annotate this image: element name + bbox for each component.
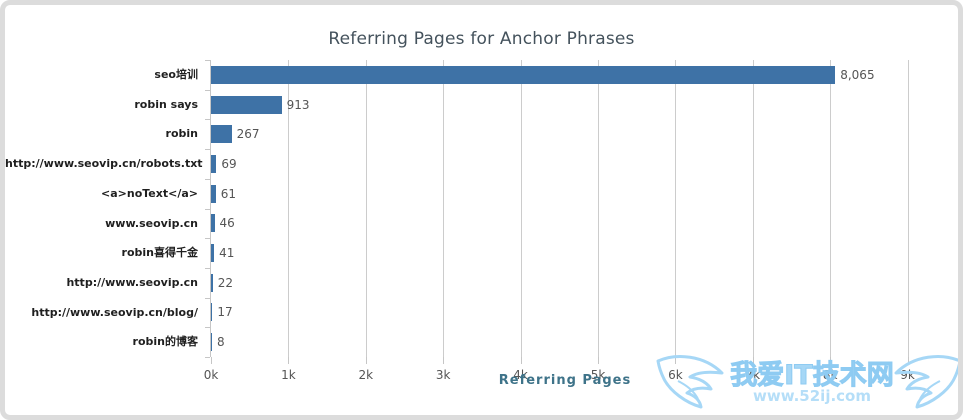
bar [211,95,282,114]
x-axis-tick [907,357,909,364]
x-axis-tick-label: 4k [513,368,528,382]
bar [211,125,232,144]
bar [211,303,213,322]
category-label: robin的博客 [132,335,198,349]
y-axis-tick [205,208,210,210]
y-axis-tick [205,357,210,358]
watermark-site-url: www.52ij.com [753,387,871,405]
category-label: http://www.seovip.cn/blog/ [31,305,198,319]
x-axis-tick-label: 5k [590,368,606,382]
bar-value-label: 41 [219,246,235,261]
gridline [288,60,290,357]
category-label: robin [165,127,198,141]
category-label: www.seovip.cn [105,216,198,230]
bar [211,154,217,173]
x-axis-tick [365,357,367,364]
x-axis-tick [598,357,599,364]
bar-value-label: 17 [217,305,233,320]
gridline [598,60,599,357]
category-label: http://www.seovip.cn/robots.txt [5,157,203,171]
gridline [675,60,677,357]
gridline [443,60,445,357]
y-axis-tick [205,178,210,180]
x-axis-tick [211,357,212,364]
bar-value-label: 22 [217,275,233,290]
bar [211,273,213,292]
gridline [907,60,909,357]
bar-value-label: 8 [217,335,225,350]
bar [211,244,215,263]
bar-value-label: 267 [236,127,260,142]
category-label: robin says [134,97,198,111]
category-label: robin喜得千金 [121,246,198,260]
x-axis-tick [443,357,445,364]
x-axis-tick-label: 7k [745,368,761,382]
chart-title: Referring Pages for Anchor Phrases [328,29,635,49]
bar-value-label: 69 [221,156,237,171]
y-axis-tick [205,297,210,299]
y-axis-tick [205,89,210,91]
gridline [365,60,367,357]
bar [211,184,216,203]
category-label: <a>noText</a> [101,186,198,200]
bar [211,65,836,84]
x-axis-tick-label: 2k [358,368,374,382]
gridline [752,60,754,357]
bar [211,333,212,352]
y-axis-tick [205,327,210,329]
x-axis-tick [830,357,832,364]
bar-value-label: 46 [219,216,235,231]
plot-area: 0k 1k 2k 3k 4k 5k 6k 7k 8k 9k 8,065 913 267 69 61 46 41 2… [204,60,920,382]
bar-value-label: 61 [220,186,236,201]
category-label: seo培训 [154,68,198,81]
category-label: http://www.seovip.cn [66,275,198,289]
x-axis-tick-label: 0k [203,368,219,382]
y-axis-tick [205,267,210,269]
x-axis-tick [675,357,677,364]
y-axis-tick [205,238,210,240]
x-axis-tick-label: 1k [281,368,296,382]
x-axis-tick [288,357,290,364]
y-axis-tick [205,149,210,151]
gridline [520,60,522,357]
x-axis-tick [520,357,522,364]
x-axis-tick [752,357,754,364]
y-axis-labels: seo培训 robin says robin http://www.seovip.cn… [5,60,204,357]
y-axis-tick [205,119,210,121]
gridline [830,60,832,357]
bar-value-label: 8,065 [840,67,875,82]
bar [211,214,215,233]
x-axis-tick-label: 3k [435,368,451,382]
y-axis-tick [205,60,210,61]
bar-value-label: 913 [286,97,310,112]
x-axis-tick-label: 8k [822,368,838,382]
x-axis-title: Referring Pages [498,373,632,388]
